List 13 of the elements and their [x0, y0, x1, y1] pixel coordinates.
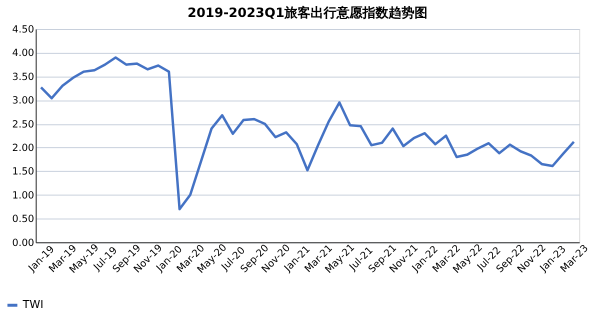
legend-label: TWI [22, 298, 44, 312]
y-tick-label: 3.50 [12, 72, 34, 83]
y-tick-label: 1.50 [12, 166, 34, 178]
y-tick-label: 4.00 [12, 48, 34, 60]
y-tick-label: 0.50 [12, 214, 34, 226]
chart-title: 2019-2023Q1旅客出行意愿指数趋势图 [187, 5, 428, 22]
y-tick-label: 0.00 [12, 238, 34, 249]
y-tick-label: 3.00 [12, 96, 34, 107]
y-tick-label: 4.50 [12, 24, 34, 36]
line-series [40, 56, 576, 210]
y-tick-label: 1.00 [12, 190, 34, 202]
y-tick-label: 2.50 [12, 119, 34, 130]
y-tick-label: 2.00 [12, 142, 34, 154]
